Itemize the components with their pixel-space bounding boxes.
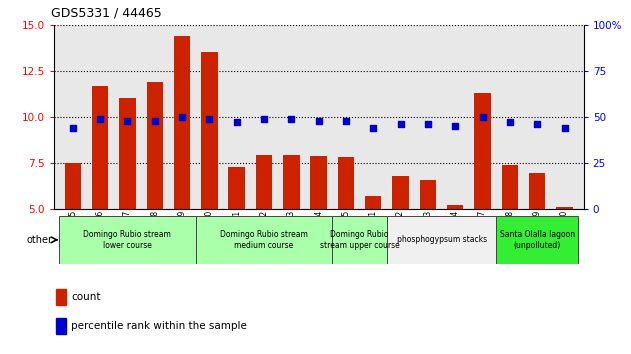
Bar [256, 155, 272, 209]
Bar [56, 289, 66, 305]
Text: percentile rank within the sample: percentile rank within the sample [71, 321, 247, 331]
Bar [365, 196, 382, 209]
Bar [557, 207, 573, 209]
Point [204, 116, 215, 121]
Text: Domingo Rubio stream
medium course: Domingo Rubio stream medium course [220, 230, 308, 250]
Bar [146, 82, 163, 209]
Point [150, 118, 160, 123]
Point [95, 116, 105, 121]
Point [560, 125, 570, 131]
Text: count: count [71, 292, 100, 302]
Bar [196, 216, 333, 264]
Bar [228, 166, 245, 209]
Point [122, 118, 133, 123]
Point [177, 114, 187, 120]
Bar [496, 216, 578, 264]
Bar [59, 216, 196, 264]
Text: Santa Olalla lagoon
(unpolluted): Santa Olalla lagoon (unpolluted) [500, 230, 575, 250]
Point [396, 121, 406, 127]
Text: phosphogypsum stacks: phosphogypsum stacks [396, 235, 487, 244]
Bar [338, 157, 354, 209]
Point [505, 120, 515, 125]
Point [259, 116, 269, 121]
Bar [387, 216, 496, 264]
Bar [201, 52, 218, 209]
Bar [447, 205, 463, 209]
Text: Domingo Rubio
stream upper course: Domingo Rubio stream upper course [320, 230, 399, 250]
Bar [502, 165, 518, 209]
Point [450, 123, 460, 129]
Bar [92, 86, 109, 209]
Text: GDS5331 / 44465: GDS5331 / 44465 [51, 7, 162, 20]
Bar [56, 318, 66, 334]
Point [423, 121, 433, 127]
Bar [475, 93, 491, 209]
Point [286, 116, 297, 121]
Bar [64, 163, 81, 209]
Bar [174, 36, 190, 209]
Text: Domingo Rubio stream
lower course: Domingo Rubio stream lower course [83, 230, 172, 250]
Point [369, 125, 379, 131]
Text: other: other [27, 235, 52, 245]
Bar [392, 176, 409, 209]
Point [341, 118, 351, 123]
Bar [283, 155, 300, 209]
Bar [119, 98, 136, 209]
Point [314, 118, 324, 123]
Point [478, 114, 488, 120]
Point [68, 125, 78, 131]
Point [232, 120, 242, 125]
Bar [310, 156, 327, 209]
Bar [529, 173, 545, 209]
Point [532, 121, 542, 127]
Bar [333, 216, 387, 264]
Bar [420, 180, 436, 209]
